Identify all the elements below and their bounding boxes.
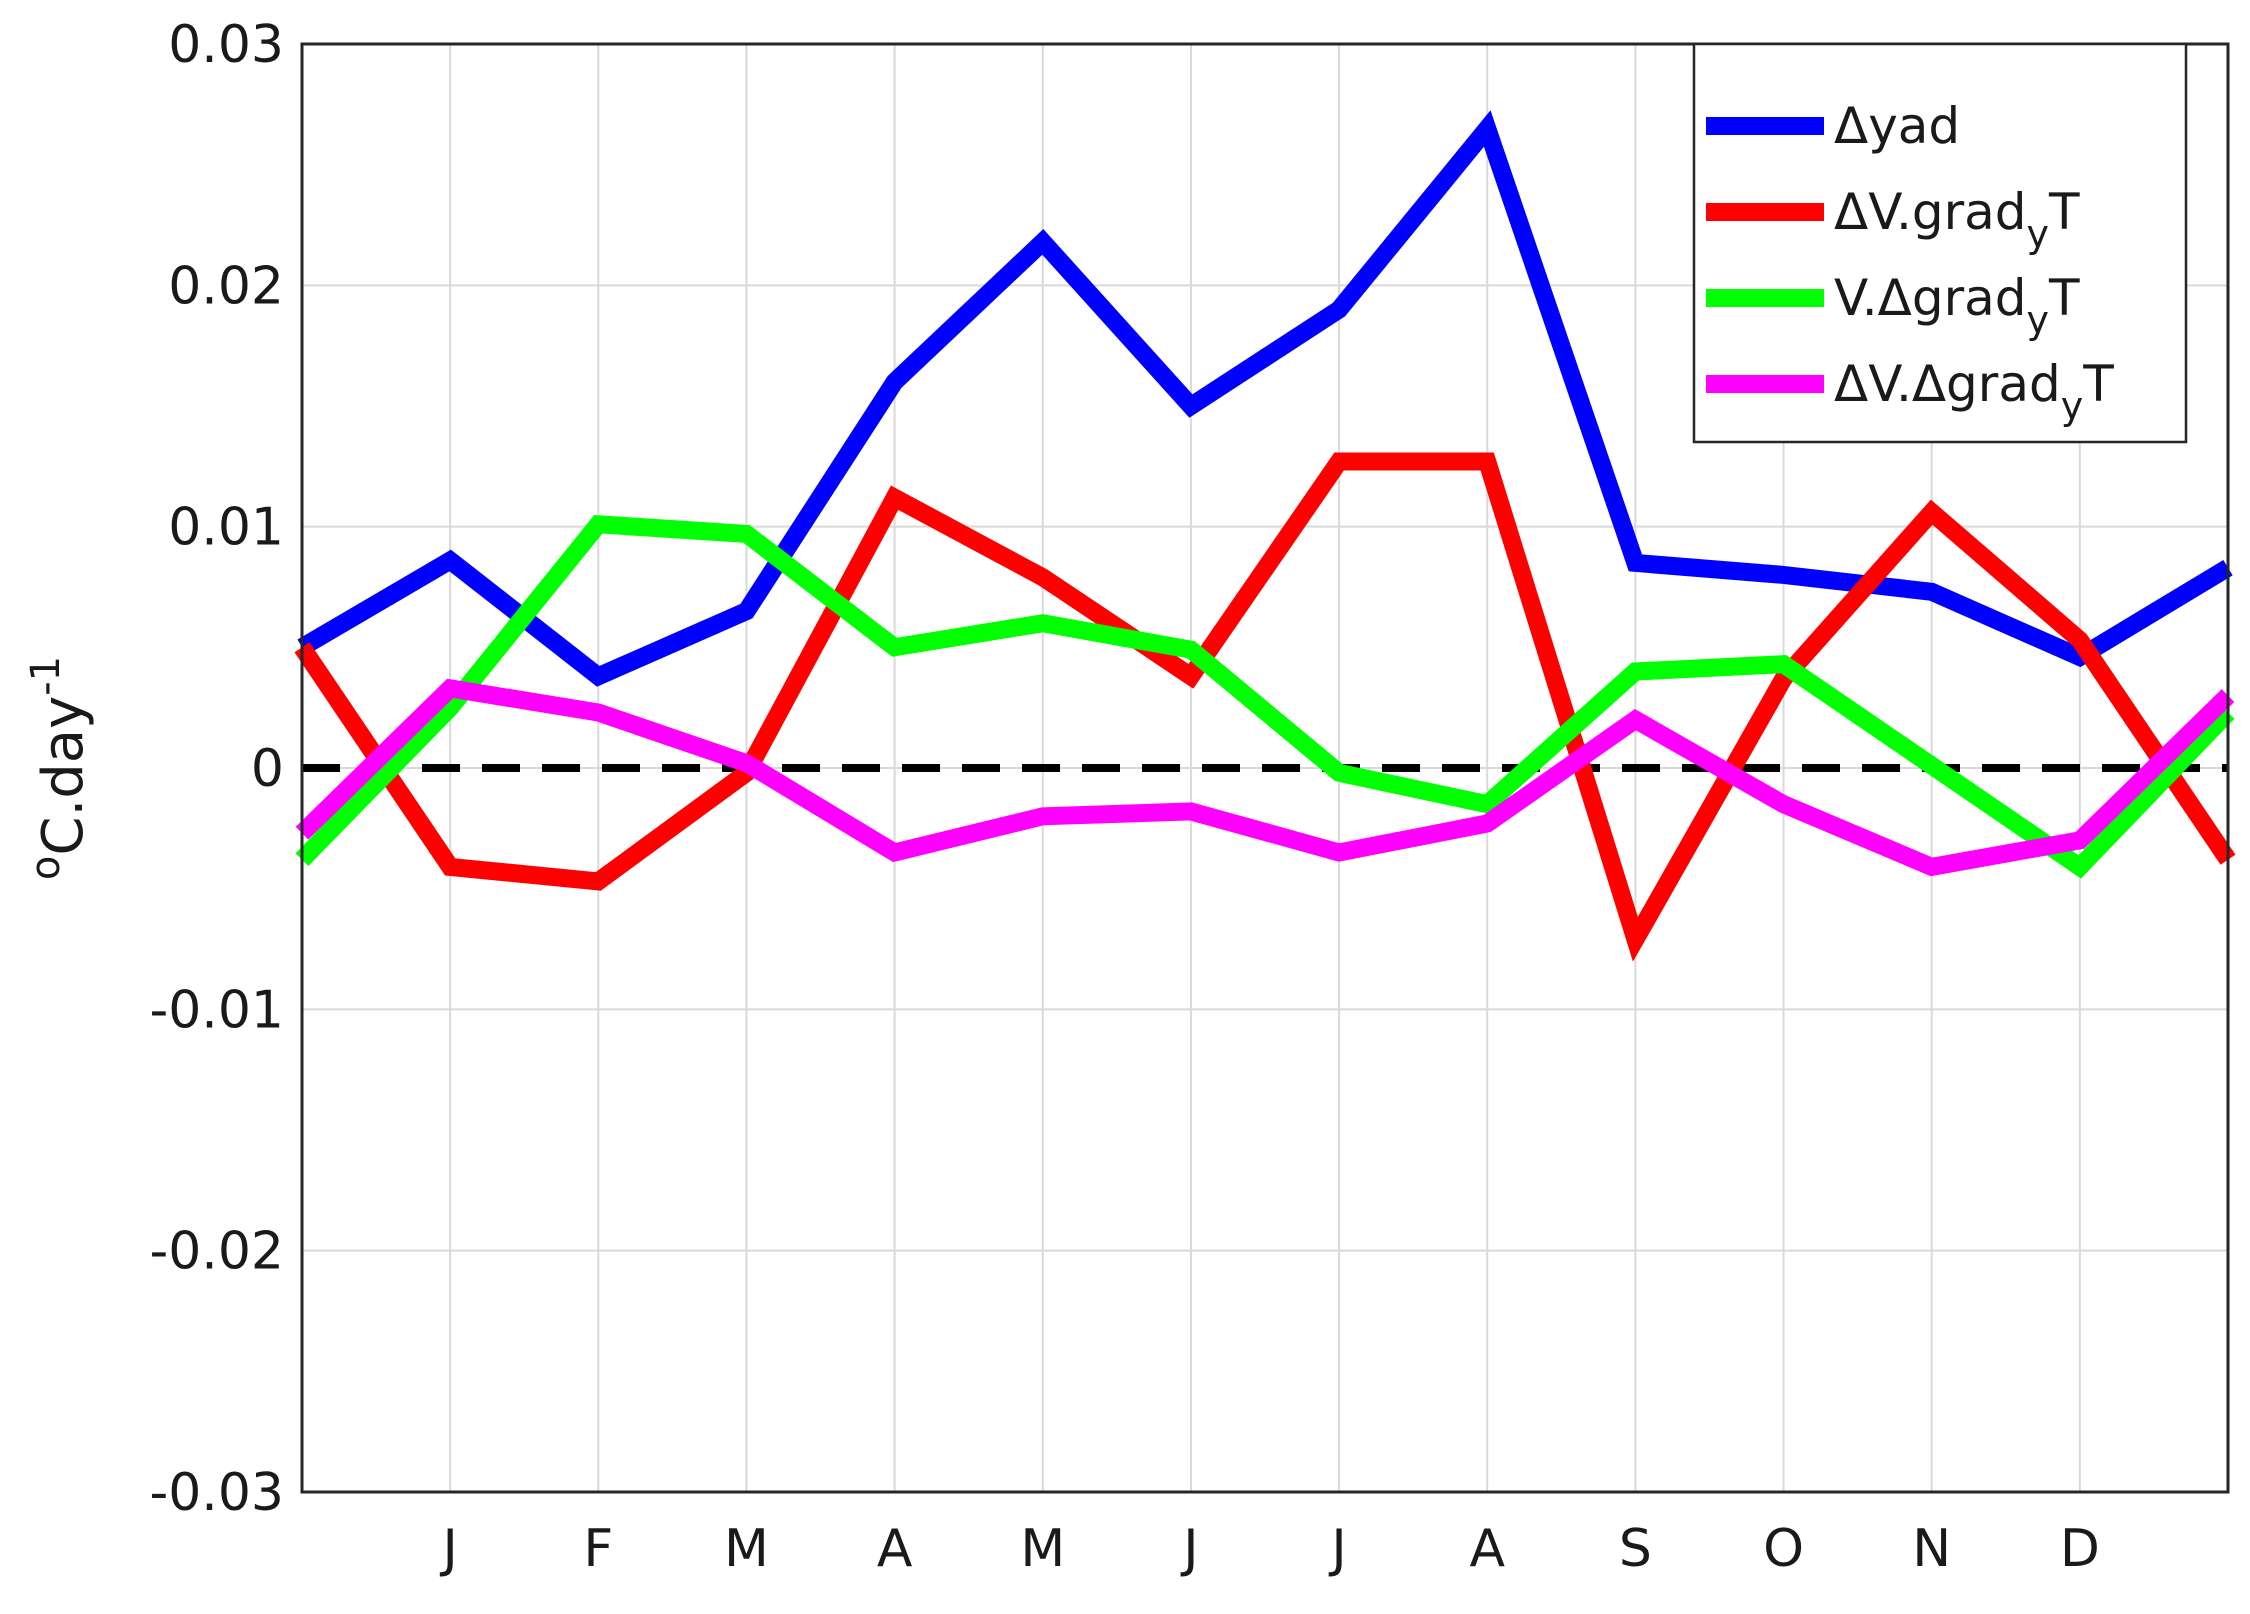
legend-label-subscript: y xyxy=(2027,298,2050,342)
x-tick-label: J xyxy=(439,1519,457,1579)
legend-label-base: Δyad xyxy=(1834,97,1960,155)
x-tick-label: J xyxy=(1180,1519,1198,1579)
series-line-2 xyxy=(294,452,2236,962)
x-tick-label: J xyxy=(1328,1519,1346,1579)
y-axis-title: oC.day-1 xyxy=(23,656,96,880)
x-tick-label: A xyxy=(1469,1519,1505,1579)
legend-label-tail: T xyxy=(2082,355,2114,413)
y-tick-label: 0.03 xyxy=(168,15,284,75)
y-tick-label: 0 xyxy=(251,739,284,799)
axis-tick-labels: -0.03 -0.02 -0.01 0 0.01 0.02 0.03 J F M A M J J A S O N D xyxy=(149,15,2099,1579)
x-tick-label: S xyxy=(1619,1519,1652,1579)
series-line-1 xyxy=(297,110,2233,687)
y-tick-label: -0.02 xyxy=(149,1222,284,1282)
y-tick-label: 0.01 xyxy=(168,498,284,558)
legend-label-base: ΔV.Δgrad xyxy=(1834,355,2061,413)
y-axis-title-post-superscript: -1 xyxy=(23,656,69,696)
legend-label-base: V.Δgrad xyxy=(1834,269,2027,327)
x-tick-label: D xyxy=(2060,1519,2100,1579)
x-tick-label: O xyxy=(1763,1519,1804,1579)
legend-label-tail: T xyxy=(2048,269,2080,327)
y-axis-title-pre-superscript: o xyxy=(23,856,69,880)
plot-frame xyxy=(300,42,2230,1494)
legend-label-subscript: y xyxy=(2027,212,2050,256)
series-line-4 xyxy=(295,678,2235,877)
legend-label-tail: T xyxy=(2048,183,2080,241)
x-tick-label: M xyxy=(1020,1519,1065,1579)
y-tick-label: 0.02 xyxy=(168,256,284,316)
series-lines xyxy=(294,110,2236,962)
legend-label-1: Δyad xyxy=(1834,97,1960,155)
x-tick-label: N xyxy=(1912,1519,1951,1579)
legend-label-subscript: y xyxy=(2061,384,2084,428)
y-tick-label: -0.03 xyxy=(149,1463,284,1523)
y-axis-title-base: C.day xyxy=(31,696,96,856)
x-tick-label: F xyxy=(583,1519,613,1579)
series-line-3 xyxy=(295,515,2235,879)
legend-label-2: ΔV.gradyT xyxy=(1834,183,2080,256)
legend-label-3: V.ΔgradyT xyxy=(1834,269,2080,342)
legend-label-base: ΔV.grad xyxy=(1834,183,2027,241)
x-tick-label: A xyxy=(877,1519,913,1579)
x-tick-label: M xyxy=(724,1519,769,1579)
legend-label-4: ΔV.ΔgradyT xyxy=(1834,355,2114,428)
y-tick-label: -0.01 xyxy=(149,980,284,1040)
y-axis-label: oC.day-1 xyxy=(23,656,96,880)
